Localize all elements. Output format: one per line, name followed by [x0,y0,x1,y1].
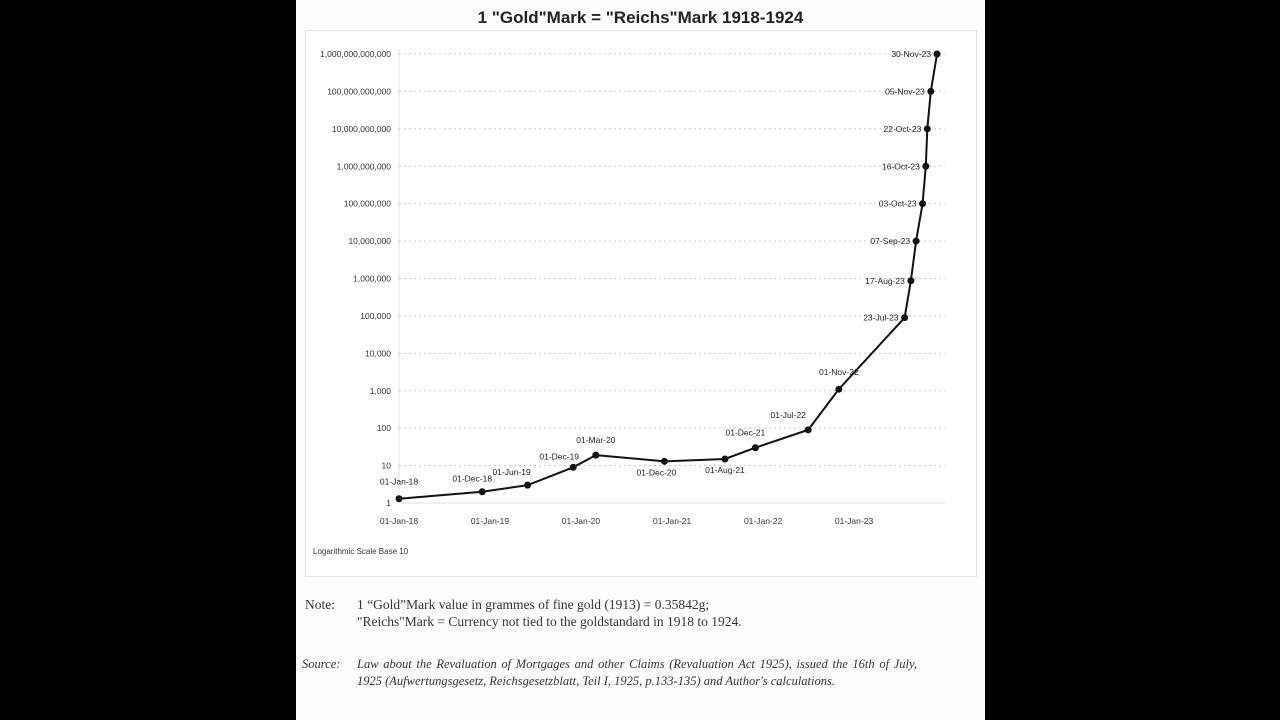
chart-title: 1 "Gold"Mark = "Reichs"Mark 1918-1924 [477,8,804,27]
y-tick-label: 100,000,000,000 [327,86,391,96]
data-point [395,495,403,503]
y-tick-label: 10,000,000,000 [332,124,391,134]
data-point [907,277,915,285]
data-label: 01-Dec-19 [539,451,579,461]
data-point [927,87,935,95]
source-label: Source: [302,657,341,671]
x-tick-label: 01-Jan-18 [380,516,419,526]
data-label: 07-Sep-23 [870,236,910,246]
y-tick-label: 1,000,000 [353,274,391,284]
data-line [398,53,939,500]
note-label: Note: [305,597,335,612]
x-tick-label: 01-Jan-20 [562,516,601,526]
data-point [721,455,729,463]
y-tick-label: 10,000 [365,348,391,358]
data-label: 23-Jul-23 [863,313,899,323]
y-tick-label: 10,000,000 [348,236,391,246]
data-label: 03-Oct-23 [879,199,917,209]
data-point [912,237,920,245]
data-label: 01-Mar-20 [576,435,615,445]
source-text: Law about the Revaluation of Mortgages a… [357,657,917,688]
data-label: 01-Dec-20 [637,467,677,477]
data-point [592,451,600,459]
y-tick-label: 1,000,000,000,000 [320,49,391,59]
data-point [660,457,668,465]
x-tick-label: 01-Jan-21 [653,516,692,526]
data-point [478,488,486,496]
y-tick-label: 1,000 [370,386,392,396]
y-tick-label: 100,000 [360,311,391,321]
x-tick-label: 01-Jan-19 [471,516,510,526]
data-label: 01-Aug-21 [705,465,745,475]
data-point [933,50,941,58]
data-label: 17-Aug-23 [865,276,905,286]
data-label: 16-Oct-23 [882,161,920,171]
x-tick-label: 01-Jan-23 [835,516,874,526]
data-label: 22-Oct-23 [884,124,922,134]
data-label: 05-Nov-23 [885,86,925,96]
y-tick-label: 1 [386,498,391,508]
y-tick-label: 100 [377,423,391,433]
data-point [524,481,532,489]
y-tick-label: 100,000,000 [344,199,392,209]
data-label: 30-Nov-23 [891,49,931,59]
scale-note: Logarithmic Scale Base 10 [313,547,409,556]
note-line-2: "Reichs"Mark = Currency not tied to the … [357,614,742,629]
data-point [569,463,577,471]
data-label: 01-Dec-18 [452,474,492,484]
data-label: 01-Jan-18 [380,477,419,487]
x-tick-label: 01-Jan-22 [744,516,783,526]
data-label: 01-Jul-22 [770,410,806,420]
data-point [922,162,930,170]
y-tick-label: 1,000,000,000 [337,161,392,171]
data-label: 01-Jun-19 [492,467,531,477]
data-label: 01-Nov-22 [819,367,859,377]
data-label: 01-Dec-21 [726,428,766,438]
data-point [923,125,931,133]
chart-frame [305,30,977,577]
data-point [804,426,812,434]
data-point [835,385,843,393]
note-line-1: 1 “Gold”Mark value in grammes of fine go… [357,597,710,612]
y-tick-label: 10 [382,461,392,471]
data-point [919,200,927,208]
data-point [751,444,759,452]
data-point [901,314,909,322]
